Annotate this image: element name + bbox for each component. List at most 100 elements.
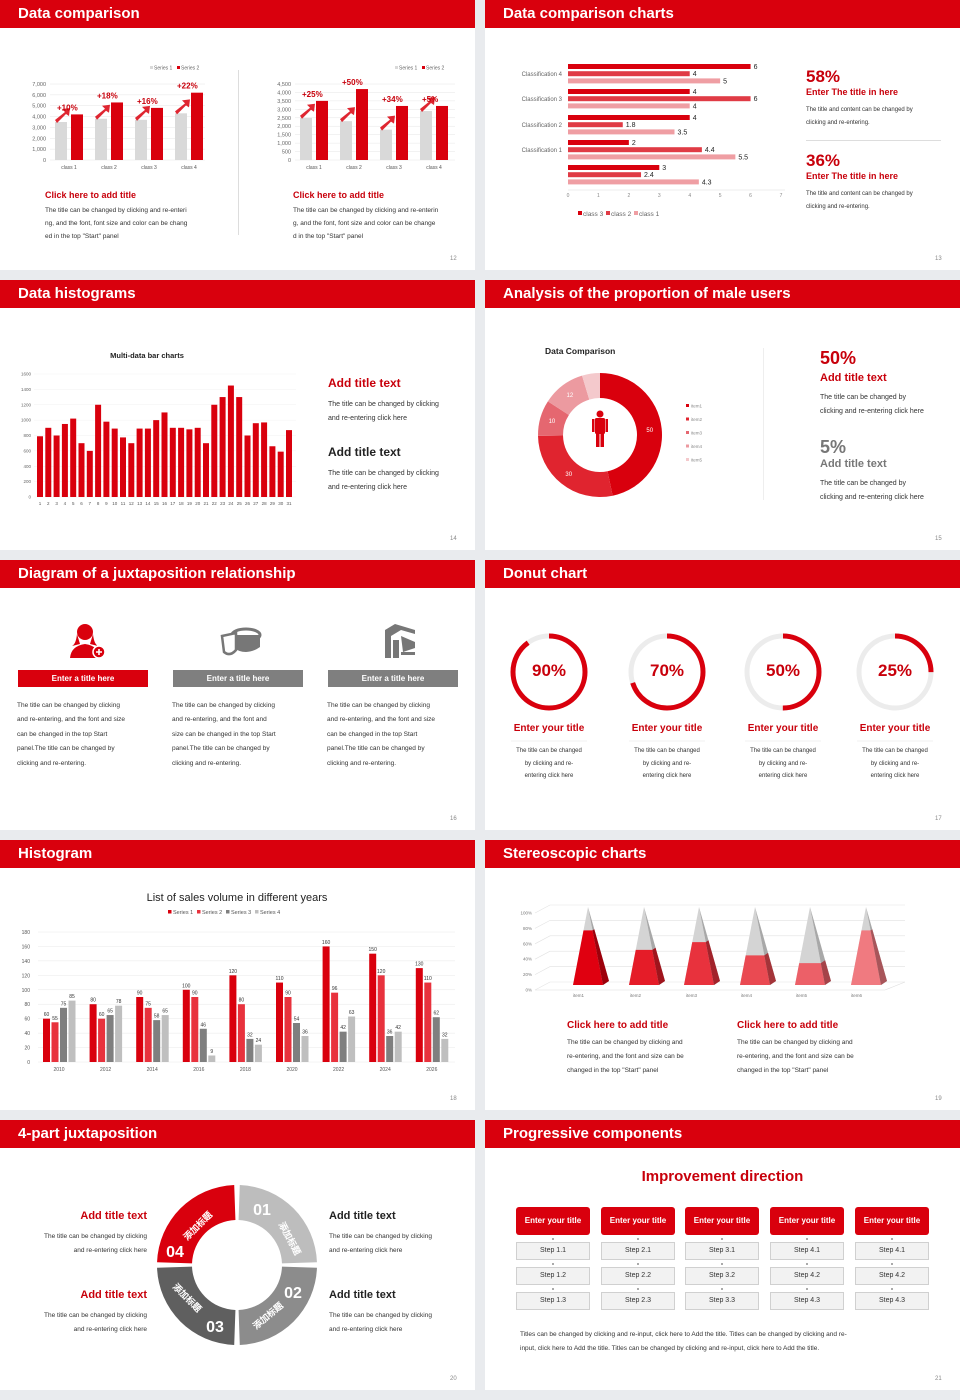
- column-title-button[interactable]: Enter your title: [516, 1207, 590, 1235]
- legend-label: Series 2: [202, 910, 222, 916]
- block-heading[interactable]: Add title text: [80, 1289, 147, 1301]
- x-tick-label: 2012: [100, 1067, 111, 1073]
- legend-swatch: [686, 444, 689, 448]
- category-label: Classification 2: [522, 123, 563, 129]
- ring-progress: [744, 633, 822, 711]
- y-tick-label: 1400: [21, 387, 32, 392]
- slide-15[interactable]: Analysis of the proportion of male users…: [485, 280, 960, 550]
- data-label: 32: [247, 1032, 253, 1038]
- stat-heading[interactable]: Add title text: [820, 372, 887, 384]
- step-box[interactable]: Step 2.2: [601, 1267, 675, 1285]
- slide-20[interactable]: 4-part juxtaposition 01 添加标题 02 添加标题 03 添加标题 0…: [0, 1120, 475, 1390]
- step-box[interactable]: Step 4.2: [770, 1267, 844, 1285]
- slide-14[interactable]: Data histograms Multi-data bar charts 0 20…: [0, 280, 475, 550]
- slide-19[interactable]: Stereoscopic charts 0% 20% 40% 60% 80% 100% it…: [485, 840, 960, 1110]
- pyramid-chart: 0% 20% 40% 60% 80% 100% item1 item2 item3 item4 it…: [520, 904, 906, 998]
- stat-heading[interactable]: Add title text: [820, 458, 887, 470]
- block-heading[interactable]: Click here to add title: [567, 1020, 669, 1031]
- connector-dot: [721, 1288, 723, 1290]
- item-heading[interactable]: Enter your title: [859, 723, 931, 734]
- column-title-button[interactable]: Enter your title: [685, 1207, 759, 1235]
- histogram-bar: [269, 446, 276, 497]
- bar-series-2: [284, 997, 292, 1062]
- step-box[interactable]: Step 2.3: [601, 1292, 675, 1310]
- data-label: 55: [52, 1016, 58, 1022]
- slide-21[interactable]: Progressive components Improvement direc…: [485, 1120, 960, 1390]
- step-box[interactable]: Step 1.1: [516, 1242, 590, 1260]
- data-label: 9: [210, 1049, 213, 1055]
- block-heading[interactable]: Add title text: [328, 376, 401, 390]
- step-box[interactable]: Step 2.1: [601, 1242, 675, 1260]
- block-heading[interactable]: Add title text: [329, 1289, 396, 1301]
- step-box[interactable]: Step 1.3: [516, 1292, 590, 1310]
- block-heading[interactable]: Click here to add title: [45, 190, 137, 200]
- x-tick-label: 16: [162, 501, 168, 506]
- bar-series-1: [300, 117, 312, 160]
- ring-segment-03[interactable]: [157, 1266, 236, 1345]
- data-label: 32: [442, 1032, 448, 1038]
- bar-series-3: [246, 1038, 254, 1062]
- slide-12[interactable]: Data comparison 0 1,000 2,000 3,000 4,000 5,0…: [0, 0, 475, 270]
- column-title-button[interactable]: Enter your title: [601, 1207, 675, 1235]
- slide-18[interactable]: Histogram List of sales volume in differ…: [0, 840, 475, 1110]
- block-text: The title can be changed by clicking: [44, 1312, 147, 1319]
- block-heading[interactable]: Add title text: [329, 1210, 396, 1222]
- item-title-button[interactable]: Enter a title here: [173, 670, 303, 687]
- connector-dot: [637, 1263, 639, 1265]
- data-label: 6: [754, 96, 758, 103]
- ring-segment-01[interactable]: [238, 1185, 317, 1264]
- stat-heading[interactable]: Enter The title in here: [806, 87, 899, 97]
- block-heading[interactable]: Click here to add title: [293, 190, 385, 200]
- x-tick-label: 19: [187, 501, 193, 506]
- chart-title: Multi-data bar charts: [110, 351, 184, 360]
- bar-series-2: [436, 105, 448, 160]
- step-box[interactable]: Step 4.1: [770, 1242, 844, 1260]
- item-heading[interactable]: Enter your title: [747, 723, 819, 734]
- block-heading[interactable]: Add title text: [80, 1210, 147, 1222]
- y-tick-label: 80: [24, 1002, 30, 1008]
- y-tick-label: 4,000: [277, 90, 291, 96]
- slide-16[interactable]: Diagram of a juxtaposition relationship …: [0, 560, 475, 830]
- slide-title: Histogram: [0, 840, 475, 868]
- page-number: 13: [935, 256, 942, 262]
- step-box[interactable]: Step 3.2: [685, 1267, 759, 1285]
- histogram-bar: [45, 427, 52, 497]
- data-label: 5: [723, 78, 727, 85]
- column-title-button[interactable]: Enter your title: [855, 1207, 929, 1235]
- block-heading[interactable]: Add title text: [328, 445, 401, 459]
- ring-segment-04[interactable]: [157, 1185, 236, 1264]
- bar-series-2: [71, 114, 83, 160]
- pyramid-fill: [629, 949, 659, 985]
- x-tick-label: 21: [203, 501, 209, 506]
- bar-series-2: [316, 100, 328, 160]
- x-tick-label: 23: [220, 501, 226, 506]
- stat-heading[interactable]: Enter The title in here: [806, 171, 899, 181]
- step-box[interactable]: Step 4.3: [855, 1292, 929, 1310]
- ring-segment-02[interactable]: [238, 1266, 317, 1345]
- column-title-button[interactable]: Enter your title: [770, 1207, 844, 1235]
- data-label: 54: [294, 1017, 300, 1023]
- step-box[interactable]: Step 3.1: [685, 1242, 759, 1260]
- bar-class-1: [568, 129, 675, 135]
- pyramid-fill-side: [705, 940, 720, 985]
- slide-17[interactable]: Donut chart 90% Enter your title The title…: [485, 560, 960, 830]
- item-heading[interactable]: Enter your title: [513, 723, 585, 734]
- item-title-button[interactable]: Enter a title here: [18, 670, 148, 687]
- item-heading[interactable]: Enter your title: [631, 723, 703, 734]
- y-tick-label: 1,500: [277, 133, 291, 139]
- block-heading[interactable]: Click here to add title: [737, 1020, 839, 1031]
- step-box[interactable]: Step 3.3: [685, 1292, 759, 1310]
- item-text: clicking and re-entering.: [17, 759, 87, 767]
- slide-13[interactable]: Data comparison charts 0 1 2 3 4 5 6 7 Classific…: [485, 0, 960, 270]
- item-title-button[interactable]: Enter a title here: [328, 670, 458, 687]
- item-text: size can be changed in the top Start: [172, 730, 276, 738]
- gridline: [534, 966, 905, 975]
- step-box[interactable]: Step 1.2: [516, 1267, 590, 1285]
- step-box[interactable]: Step 4.3: [770, 1292, 844, 1310]
- bar-series-1: [55, 122, 67, 160]
- bar-series-3: [106, 1015, 114, 1062]
- legend-swatch: [168, 910, 172, 914]
- step-box[interactable]: Step 4.2: [855, 1267, 929, 1285]
- legend-label: Series 1: [173, 910, 193, 916]
- step-box[interactable]: Step 4.1: [855, 1242, 929, 1260]
